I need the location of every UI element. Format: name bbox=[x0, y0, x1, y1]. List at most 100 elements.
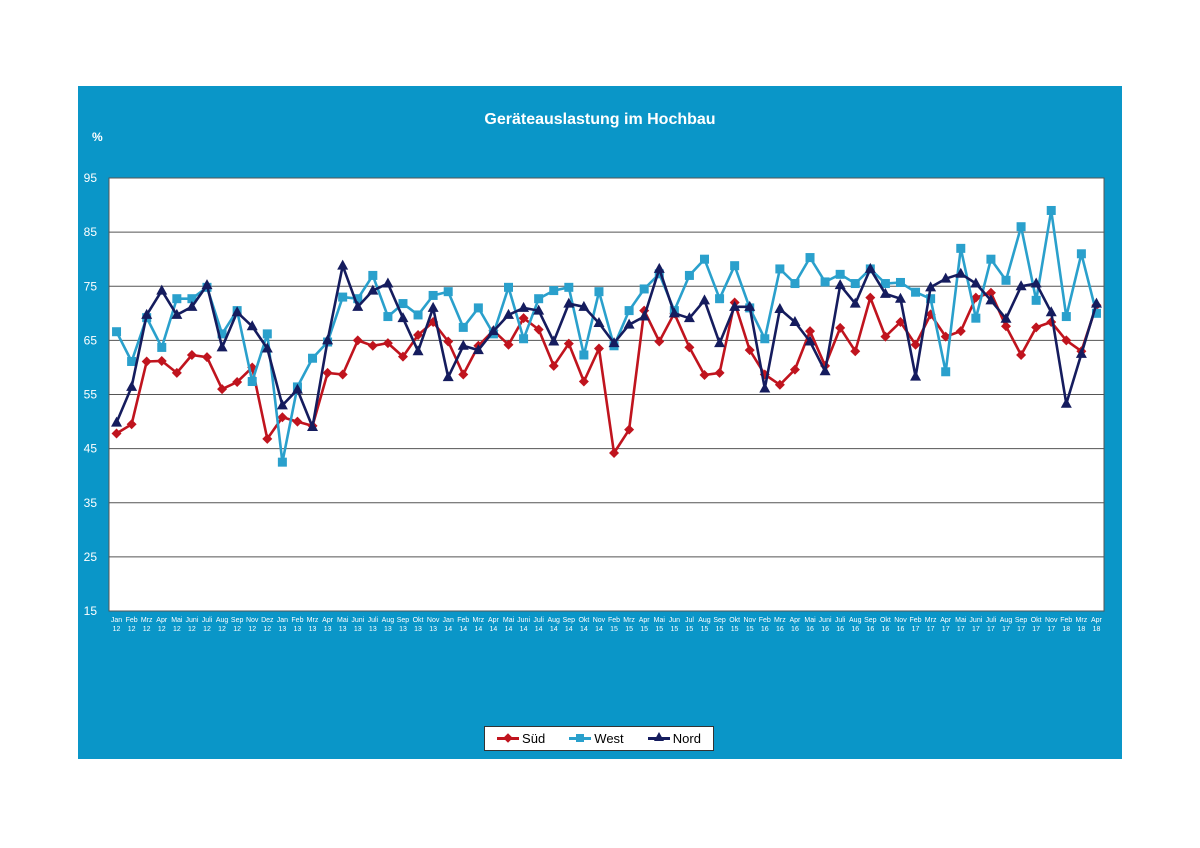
data-point bbox=[503, 339, 514, 350]
data-point bbox=[201, 352, 212, 363]
data-point bbox=[578, 376, 589, 387]
data-point bbox=[835, 322, 846, 333]
data-point bbox=[534, 294, 544, 304]
data-point bbox=[986, 254, 996, 264]
data-point bbox=[760, 334, 770, 344]
x-tick-label: Apr 14 bbox=[488, 617, 500, 633]
data-point bbox=[698, 294, 710, 305]
x-tick-label: Mrz 17 bbox=[925, 617, 937, 633]
data-point bbox=[1031, 322, 1042, 333]
data-point bbox=[789, 315, 801, 326]
data-point bbox=[956, 243, 966, 253]
data-point bbox=[217, 384, 228, 395]
data-point bbox=[127, 356, 137, 366]
data-point bbox=[276, 399, 288, 410]
x-tick-label: Juni 17 bbox=[969, 617, 982, 633]
data-point bbox=[608, 337, 620, 348]
data-point bbox=[865, 292, 876, 303]
data-point bbox=[157, 342, 167, 352]
data-point bbox=[594, 287, 604, 297]
y-tick-labels: 95 85 75 65 55 45 35 25 15 bbox=[84, 171, 98, 618]
data-point bbox=[714, 367, 725, 378]
data-point bbox=[624, 306, 634, 316]
data-point bbox=[443, 287, 453, 297]
x-tick-label: Okt 17 bbox=[1031, 617, 1042, 633]
data-point bbox=[352, 335, 363, 346]
data-point bbox=[548, 335, 560, 346]
data-point bbox=[337, 369, 348, 380]
x-tick-label: Juni 13 bbox=[351, 617, 364, 633]
data-point bbox=[413, 310, 423, 320]
data-point bbox=[548, 360, 559, 371]
data-point bbox=[442, 371, 454, 382]
data-point bbox=[894, 292, 906, 303]
x-tick-label: Juli 17 bbox=[986, 617, 997, 633]
x-tick-label: Feb 14 bbox=[457, 617, 469, 633]
data-point bbox=[487, 325, 499, 336]
data-point bbox=[261, 342, 273, 353]
data-point bbox=[262, 433, 273, 444]
data-point bbox=[1016, 222, 1026, 232]
data-point bbox=[623, 318, 635, 329]
data-point bbox=[231, 306, 243, 317]
data-point bbox=[533, 324, 544, 335]
data-point bbox=[291, 383, 303, 394]
data-point bbox=[835, 269, 845, 279]
x-tick-label: Feb 18 bbox=[1060, 617, 1072, 633]
data-point bbox=[367, 340, 378, 351]
x-tick-label: Mai 14 bbox=[503, 617, 515, 633]
data-point bbox=[172, 294, 182, 304]
legend-swatch-sued bbox=[497, 733, 520, 743]
data-point bbox=[427, 301, 439, 312]
data-point bbox=[187, 294, 197, 304]
data-point bbox=[910, 339, 921, 350]
data-point bbox=[141, 308, 153, 319]
x-tick-label: Apr 18 bbox=[1091, 617, 1103, 633]
x-tick-label: Nov 16 bbox=[894, 617, 907, 633]
data-point bbox=[624, 424, 635, 435]
data-point bbox=[638, 310, 650, 321]
data-point bbox=[428, 290, 438, 300]
x-tick-label: Feb 13 bbox=[291, 617, 303, 633]
x-tick-label: Mrz 13 bbox=[307, 617, 319, 633]
data-point bbox=[790, 279, 800, 289]
y-tick-label: 65 bbox=[84, 333, 98, 347]
data-point bbox=[639, 284, 649, 294]
chart-title: Geräteauslastung im Hochbau bbox=[484, 111, 716, 128]
x-tick-label: Mai 13 bbox=[337, 617, 349, 633]
data-point bbox=[895, 277, 905, 287]
data-point bbox=[911, 287, 921, 297]
data-point bbox=[1091, 308, 1101, 318]
data-point bbox=[458, 322, 468, 332]
x-tick-label: Apr 13 bbox=[322, 617, 334, 633]
x-tick-label: Jan 12 bbox=[111, 617, 122, 633]
data-point bbox=[895, 316, 906, 327]
x-tick-label: Okt 16 bbox=[880, 617, 891, 633]
data-point bbox=[1015, 280, 1027, 291]
data-point bbox=[654, 336, 665, 347]
data-point bbox=[820, 277, 830, 287]
x-tick-label: Mrz 12 bbox=[141, 617, 153, 633]
x-tick-label: Sep 13 bbox=[397, 617, 410, 633]
data-point bbox=[925, 281, 937, 292]
data-point bbox=[412, 345, 424, 356]
data-point bbox=[186, 349, 197, 360]
data-point bbox=[292, 416, 303, 427]
x-tick-label: Sep 14 bbox=[563, 617, 576, 633]
data-point bbox=[457, 339, 469, 350]
data-point bbox=[368, 270, 378, 280]
data-point bbox=[322, 367, 333, 378]
data-point bbox=[443, 336, 454, 347]
data-point bbox=[1075, 347, 1087, 358]
data-point bbox=[519, 334, 529, 344]
x-tick-label: Mrz 18 bbox=[1076, 617, 1088, 633]
data-point bbox=[352, 300, 364, 311]
x-tick-label: Apr 12 bbox=[156, 617, 168, 633]
data-point bbox=[338, 292, 348, 302]
data-point bbox=[970, 277, 982, 288]
x-tick-label: Mrz 14 bbox=[473, 617, 485, 633]
x-tick-label: Apr 16 bbox=[789, 617, 801, 633]
data-point bbox=[789, 364, 800, 375]
